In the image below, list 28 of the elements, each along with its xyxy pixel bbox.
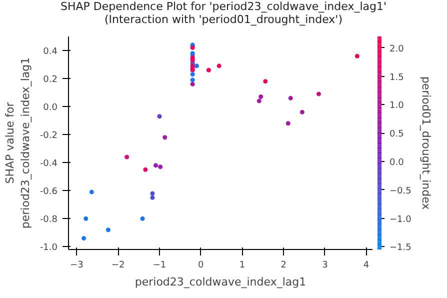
color-bar-label: 0.0 (390, 158, 404, 168)
y-tick-label: -0.6 (40, 187, 58, 198)
y-tick-label: -0.8 (40, 215, 58, 226)
y-tick-label: 0.4 (43, 47, 58, 58)
x-tick-label: −1 (152, 260, 166, 270)
x-tick-label: 1 (239, 260, 246, 270)
x-tick-label: −2 (112, 260, 125, 270)
y-tick-label: -0.4 (40, 159, 58, 170)
y-axis-title: SHAP value for period23_coldwave_index_lag1 (3, 57, 32, 229)
x-tick-label: −3 (70, 260, 84, 270)
color-bar-label: −1.0 (390, 214, 412, 225)
color-bar-label: 0.5 (390, 130, 404, 140)
x-tick-label: 0 (198, 260, 204, 270)
x-tick-label: 3 (322, 260, 328, 270)
x-tick-label: 2 (280, 260, 286, 270)
x-axis-title: period23_coldwave_index_lag1 (134, 276, 306, 288)
y-tick-label: 0.0 (43, 103, 58, 114)
color-bar-label: −1.5 (390, 243, 412, 254)
y-tick-label: -1.0 (40, 243, 58, 254)
color-bar-title: period01_drought_index (419, 76, 432, 210)
y-tick-label: -0.2 (40, 131, 58, 142)
color-bar-label: 1.5 (390, 72, 404, 83)
color-bar-label: 1.0 (390, 101, 404, 112)
chart-title: SHAP Dependence Plot for 'period23_coldwave_index_lag1' (Interaction with 'period01_drought_index') (60, 0, 387, 26)
y-tick-label: 0.2 (43, 75, 58, 86)
x-tick-label: 4 (363, 260, 370, 270)
color-bar-label: 2.0 (390, 44, 404, 54)
color-bar-label: −0.5 (390, 186, 412, 196)
